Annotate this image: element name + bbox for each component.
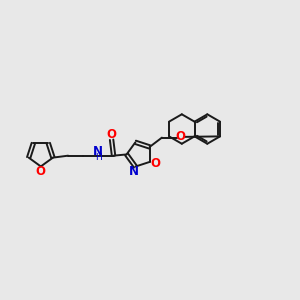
Text: O: O xyxy=(106,128,117,141)
Text: H: H xyxy=(95,153,101,162)
Text: N: N xyxy=(93,145,103,158)
Text: O: O xyxy=(176,130,186,143)
Text: N: N xyxy=(129,166,139,178)
Text: O: O xyxy=(35,165,45,178)
Text: O: O xyxy=(150,158,160,170)
